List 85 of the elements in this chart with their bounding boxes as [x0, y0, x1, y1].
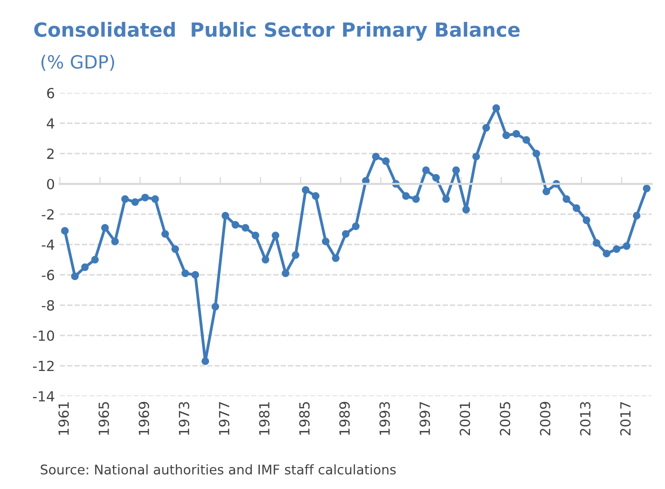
x-tick-label: 2005 — [500, 402, 510, 436]
point — [352, 222, 360, 230]
point — [542, 188, 550, 196]
point — [101, 224, 109, 232]
point — [642, 184, 651, 192]
point — [482, 124, 490, 132]
point — [342, 230, 350, 238]
x-tick-label: 2001 — [460, 402, 470, 436]
y-tick-label: -2 — [42, 209, 54, 220]
point — [442, 195, 450, 203]
point — [332, 254, 340, 262]
point — [412, 195, 420, 203]
point — [141, 194, 149, 202]
point — [322, 238, 330, 246]
point — [222, 212, 230, 220]
point — [462, 206, 470, 214]
point — [602, 250, 610, 258]
y-tick-label: 2 — [47, 148, 54, 159]
point — [252, 232, 260, 240]
point — [402, 192, 410, 200]
point — [422, 166, 430, 174]
x-tick-label: 1977 — [218, 402, 230, 435]
point — [71, 272, 79, 280]
point — [242, 224, 250, 232]
point — [452, 166, 460, 174]
x-tick-label: 1961 — [58, 402, 69, 435]
point — [312, 192, 320, 200]
point — [181, 269, 190, 278]
y-tick-label: -6 — [42, 270, 54, 280]
x-tick-label: 2009 — [540, 402, 550, 436]
point — [232, 220, 240, 229]
point — [632, 212, 640, 220]
x-tick-label: 1969 — [138, 402, 150, 435]
chart-title: Consolidated Public Sector Primary Balance — [34, 22, 520, 41]
point — [161, 230, 169, 238]
point — [151, 195, 159, 203]
point — [282, 269, 290, 278]
y-tick-label: 6 — [47, 88, 54, 98]
y-tick-label: -10 — [32, 330, 54, 341]
point — [131, 198, 139, 206]
y-tick-label: 0 — [47, 178, 54, 190]
point — [302, 186, 310, 194]
x-tick-label: 2013 — [580, 402, 591, 436]
point — [582, 216, 590, 224]
point — [592, 239, 600, 247]
point — [111, 238, 119, 246]
point — [292, 251, 300, 259]
point — [81, 263, 89, 272]
point — [572, 204, 580, 212]
point — [562, 195, 570, 203]
point — [191, 271, 200, 279]
point — [432, 174, 440, 182]
y-tick-label: -14 — [32, 391, 54, 402]
y-tick-label: -8 — [42, 300, 54, 311]
point — [201, 357, 210, 366]
point — [612, 245, 620, 253]
chart-subtitle: (% GDP) — [41, 54, 114, 71]
point — [382, 157, 390, 165]
point — [262, 256, 270, 264]
point — [502, 132, 510, 140]
point — [372, 152, 380, 160]
point — [522, 136, 530, 144]
point — [121, 195, 129, 203]
x-tick-label: 1973 — [178, 402, 190, 435]
point — [61, 227, 69, 235]
point — [272, 232, 280, 240]
x-tick-label: 1997 — [420, 402, 430, 435]
point — [512, 130, 520, 138]
point — [472, 152, 480, 160]
point — [622, 242, 630, 250]
x-tick-label: 1989 — [339, 402, 350, 435]
point — [91, 256, 99, 264]
point — [171, 245, 180, 253]
x-tick-label: 1993 — [379, 402, 390, 435]
y-tick-label: -12 — [32, 360, 54, 372]
x-tick-label: 2017 — [620, 402, 631, 436]
x-tick-label: 1985 — [299, 402, 310, 435]
x-tick-label: 1965 — [98, 402, 110, 435]
source-note: Source: National authorities and IMF staff calculations — [40, 464, 396, 475]
x-tick-label: 1981 — [259, 402, 270, 435]
point — [532, 150, 540, 158]
y-tick-label: -4 — [42, 240, 54, 250]
y-tick-label: 4 — [46, 118, 54, 129]
point — [212, 302, 220, 310]
point — [492, 104, 500, 112]
